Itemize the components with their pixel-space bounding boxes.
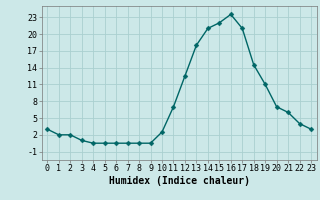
X-axis label: Humidex (Indice chaleur): Humidex (Indice chaleur)	[109, 176, 250, 186]
